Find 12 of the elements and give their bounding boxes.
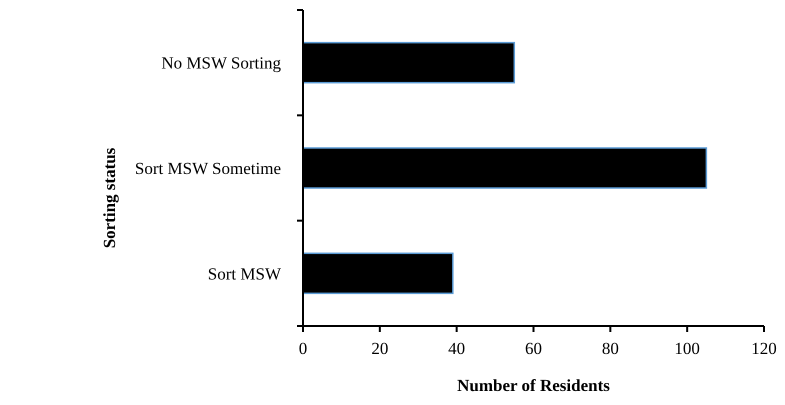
y-tick-label: Sort MSW — [208, 264, 282, 284]
x-tick-label: 0 — [298, 339, 308, 358]
x-axis-title: Number of Residents — [457, 376, 610, 395]
x-tick-label: 100 — [674, 339, 700, 358]
x-tick-label: 40 — [448, 339, 466, 358]
x-tick-label: 80 — [602, 339, 619, 358]
x-tick-label: 120 — [751, 339, 777, 358]
y-tick-label: No MSW Sorting — [161, 54, 282, 73]
x-tick-label: 20 — [371, 339, 388, 358]
y-tick-label: Sort MSW Sometime — [134, 158, 281, 178]
y-axis-title: Sorting status — [100, 147, 119, 248]
x-tick-label: 60 — [525, 339, 542, 358]
